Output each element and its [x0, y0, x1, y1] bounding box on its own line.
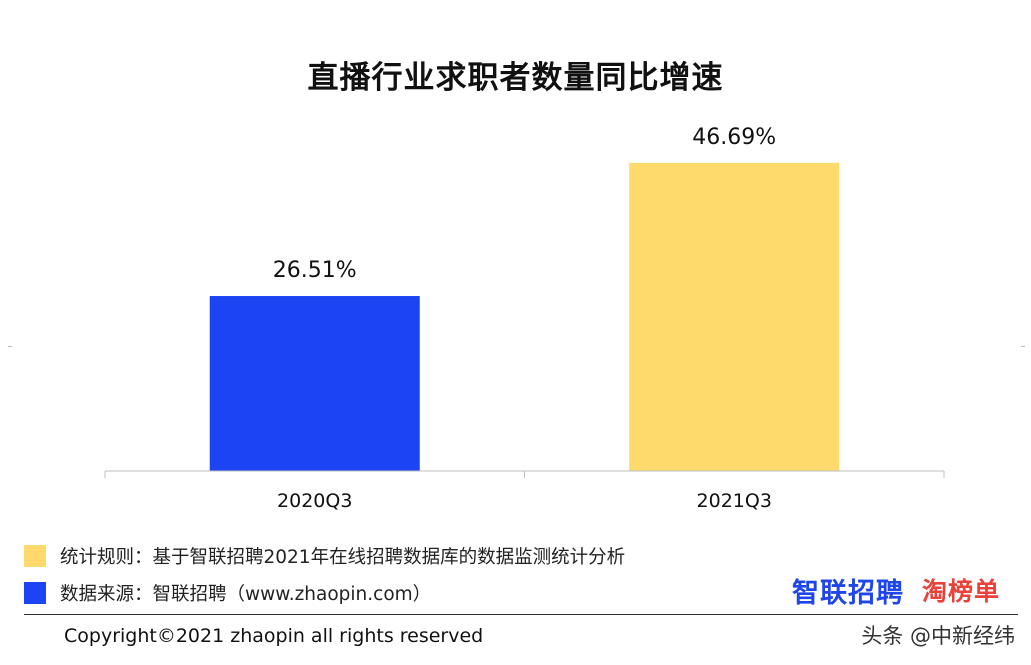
x-tick-label-2020Q3: 2020Q3	[277, 490, 352, 512]
zhaopin-logo: 智联招聘	[792, 578, 904, 609]
chart-title: 直播行业求职者数量同比增速	[307, 60, 724, 96]
edge-tick-right	[1021, 346, 1025, 347]
legend-swatch-blue	[24, 582, 46, 604]
edge-tick-left	[8, 346, 12, 347]
taobangdan-logo: 淘榜单	[922, 577, 1001, 606]
legend-item-rule: 统计规则：基于智联招聘2021年在线招聘数据库的数据监测统计分析	[24, 543, 625, 569]
legend-text-rule: 统计规则：基于智联招聘2021年在线招聘数据库的数据监测统计分析	[60, 547, 626, 568]
footer-divider	[24, 614, 1018, 615]
x-tick-label-2021Q3: 2021Q3	[697, 490, 772, 512]
watermark: 头条 @中新经纬	[861, 624, 1015, 648]
legend-item-source: 数据来源：智联招聘（www.zhaopin.com）	[24, 580, 431, 606]
legend-swatch-yellow	[24, 545, 46, 567]
bar-chart: 26.51% 46.69% 2020Q3 2021Q3	[104, 125, 945, 512]
legend-text-source: 数据来源：智联招聘（www.zhaopin.com）	[60, 584, 432, 605]
bar-2020Q3	[209, 296, 420, 471]
copyright-text: Copyright©2021 zhaopin all rights reserv…	[64, 625, 484, 647]
bar-2021Q3	[629, 162, 840, 471]
data-label-2021Q3: 46.69%	[692, 125, 776, 150]
data-label-2020Q3: 26.51%	[273, 258, 357, 283]
